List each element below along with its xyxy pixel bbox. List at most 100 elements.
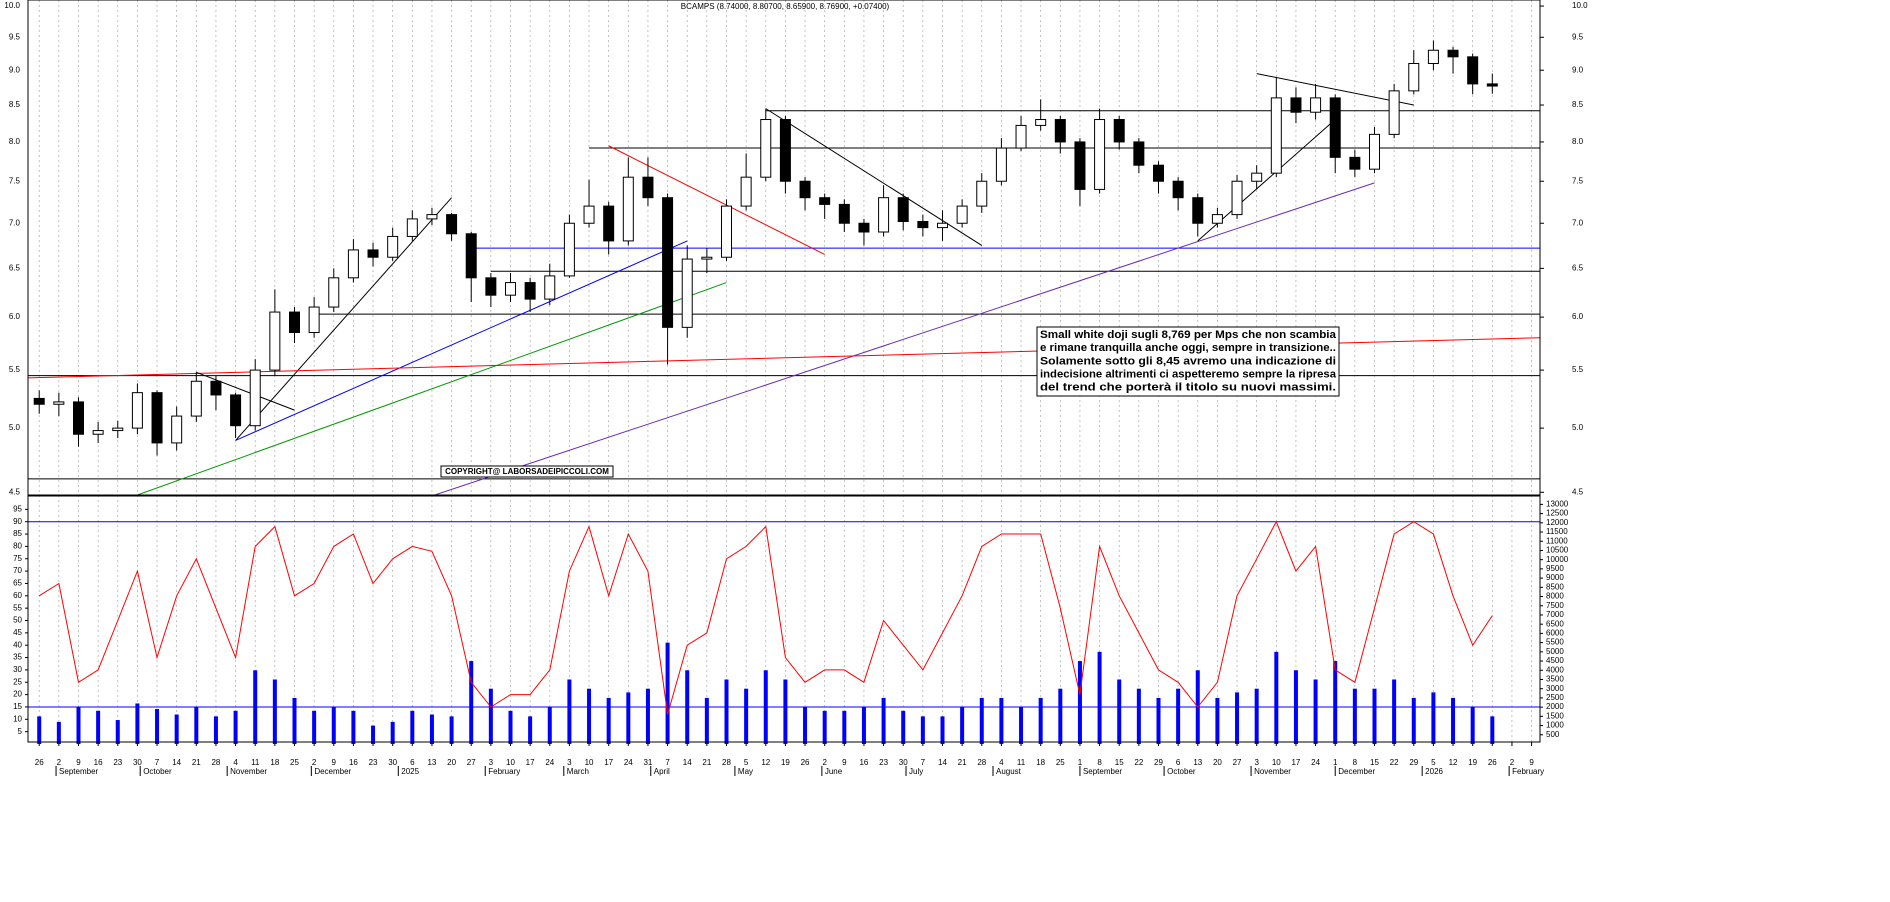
- rsi-tick-label: 95: [13, 504, 22, 513]
- candle-body: [288, 311, 300, 334]
- x-tick-label: 3: [1254, 758, 1259, 767]
- volume-bar: [488, 688, 493, 744]
- volume-bar: [331, 707, 336, 744]
- volume-bar: [744, 688, 749, 744]
- month-label: November: [230, 767, 267, 776]
- x-tick-label: 19: [1468, 758, 1477, 767]
- volume-bar: [1451, 697, 1456, 744]
- candle-body: [819, 197, 831, 205]
- trendline: [608, 145, 825, 255]
- y-tick-label-right: 8.0: [1572, 137, 1584, 146]
- candle-body: [799, 180, 811, 199]
- volume-tick-label: 500: [1546, 730, 1560, 739]
- x-tick-label: 1: [1333, 758, 1338, 767]
- candle-body: [1368, 133, 1380, 170]
- y-tick-label: 6.5: [9, 263, 21, 272]
- volume-bar: [587, 688, 592, 744]
- volume-bar: [469, 661, 474, 744]
- trendline: [765, 108, 983, 246]
- rsi-tick-label: 70: [13, 566, 22, 575]
- candle-body: [1467, 56, 1479, 85]
- x-tick-label: 16: [859, 758, 868, 767]
- volume-tick-label: 11000: [1546, 536, 1568, 545]
- x-tick-label: 17: [1291, 758, 1300, 767]
- x-tick-label: 11: [1017, 758, 1026, 767]
- y-tick-label: 7.0: [9, 218, 21, 227]
- candle-body: [936, 222, 948, 229]
- copyright-frame: [440, 465, 614, 478]
- volume-bar: [685, 670, 690, 744]
- candle-body: [642, 176, 654, 199]
- candle-body: [1133, 141, 1145, 166]
- candle-body: [995, 147, 1007, 182]
- x-tick-label: 9: [76, 758, 81, 767]
- x-tick-label: 24: [624, 758, 633, 767]
- volume-bar: [724, 679, 729, 744]
- rsi-tick-label: 75: [13, 554, 22, 563]
- price-frame: [27, 0, 1541, 496]
- x-tick-label: 22: [1134, 758, 1143, 767]
- candle-body: [956, 205, 968, 224]
- y-tick-label: 5.5: [9, 365, 21, 374]
- x-tick-label: 9: [842, 758, 847, 767]
- x-tick-label: 19: [781, 758, 790, 767]
- x-tick-label: 29: [1409, 758, 1418, 767]
- rsi-line: [38, 520, 1493, 715]
- candle-body: [1231, 180, 1243, 216]
- candle-body: [563, 222, 575, 277]
- y-tick-label: 4.5: [9, 487, 21, 496]
- volume-bar: [822, 710, 827, 744]
- trendline: [434, 182, 1375, 495]
- x-tick-label: 10: [506, 758, 515, 767]
- x-tick-label: 2: [1510, 758, 1515, 767]
- volume-bar: [115, 720, 120, 744]
- volume-bar: [213, 716, 218, 744]
- candle-body: [838, 203, 850, 224]
- volume-bar: [783, 679, 788, 744]
- candle-body: [426, 214, 438, 220]
- x-tick-label: 11: [251, 758, 260, 767]
- month-label: September: [1083, 767, 1122, 776]
- x-tick-label: 14: [172, 758, 181, 767]
- month-label: June: [825, 767, 843, 776]
- candle-body: [367, 249, 379, 258]
- candle-body: [1211, 214, 1223, 224]
- volume-bar: [312, 710, 317, 744]
- y-tick-label-right: 6.0: [1572, 312, 1584, 321]
- candle-body: [131, 392, 143, 429]
- rsi-tick-label: 20: [13, 690, 22, 699]
- candle-body: [720, 205, 732, 258]
- x-tick-label: 28: [722, 758, 731, 767]
- x-tick-label: 26: [35, 758, 44, 767]
- rsi-tick-label: 10: [13, 714, 22, 723]
- candle-body: [1310, 97, 1322, 113]
- x-tick-label: 1: [1078, 758, 1083, 767]
- volume-tick-label: 5500: [1546, 638, 1564, 647]
- x-tick-label: 15: [1370, 758, 1379, 767]
- y-tick-label: 5.0: [9, 423, 21, 432]
- trendline: [196, 371, 295, 411]
- x-tick-label: 13: [427, 758, 436, 767]
- annotation-line: Small white doji sugli 8,769 per Mps che…: [1040, 329, 1337, 341]
- volume-tick-label: 2500: [1546, 693, 1564, 702]
- x-tick-label: 23: [369, 758, 378, 767]
- x-tick-label: 20: [447, 758, 456, 767]
- volume-bar: [626, 692, 631, 744]
- y-tick-label-right: 7.5: [1572, 176, 1584, 185]
- volume-bar: [665, 642, 670, 744]
- x-tick-label: 30: [899, 758, 908, 767]
- volume-bar: [1235, 692, 1240, 744]
- x-tick-label: 2: [57, 758, 62, 767]
- candle-body: [1388, 90, 1400, 135]
- x-tick-label: 30: [133, 758, 142, 767]
- volume-bar: [56, 721, 61, 744]
- volume-tick-label: 2000: [1546, 702, 1564, 711]
- rsi-tick-label: 25: [13, 677, 22, 686]
- x-tick-label: 8: [1353, 758, 1358, 767]
- x-tick-label: 7: [921, 758, 926, 767]
- rsi-tick-label: 30: [13, 665, 22, 674]
- volume-bar: [1352, 688, 1357, 744]
- candle-body: [171, 415, 183, 444]
- volume-bar: [371, 725, 376, 744]
